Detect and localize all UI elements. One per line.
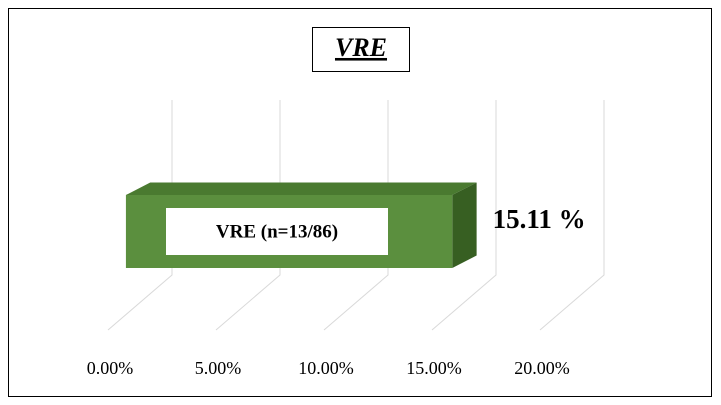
x-tick-label: 5.00% <box>195 358 242 378</box>
x-tick-label: 10.00% <box>298 358 354 378</box>
bar-top <box>125 182 477 195</box>
x-tick-label: 15.00% <box>406 358 462 378</box>
x-tick-label: 0.00% <box>87 358 134 378</box>
category-label-box <box>166 208 388 255</box>
bar-side <box>452 182 477 268</box>
value-label: 15.11 % <box>493 204 586 234</box>
grid-line <box>539 100 605 331</box>
grid-line <box>323 100 389 331</box>
grid-line <box>107 100 173 331</box>
chart-title: VRE <box>335 33 387 62</box>
x-tick-label: 20.00% <box>514 358 570 378</box>
category-label: VRE (n=13/86) <box>216 221 338 242</box>
grid-line <box>215 100 281 331</box>
title-box <box>312 27 410 72</box>
grid-line <box>431 100 497 331</box>
